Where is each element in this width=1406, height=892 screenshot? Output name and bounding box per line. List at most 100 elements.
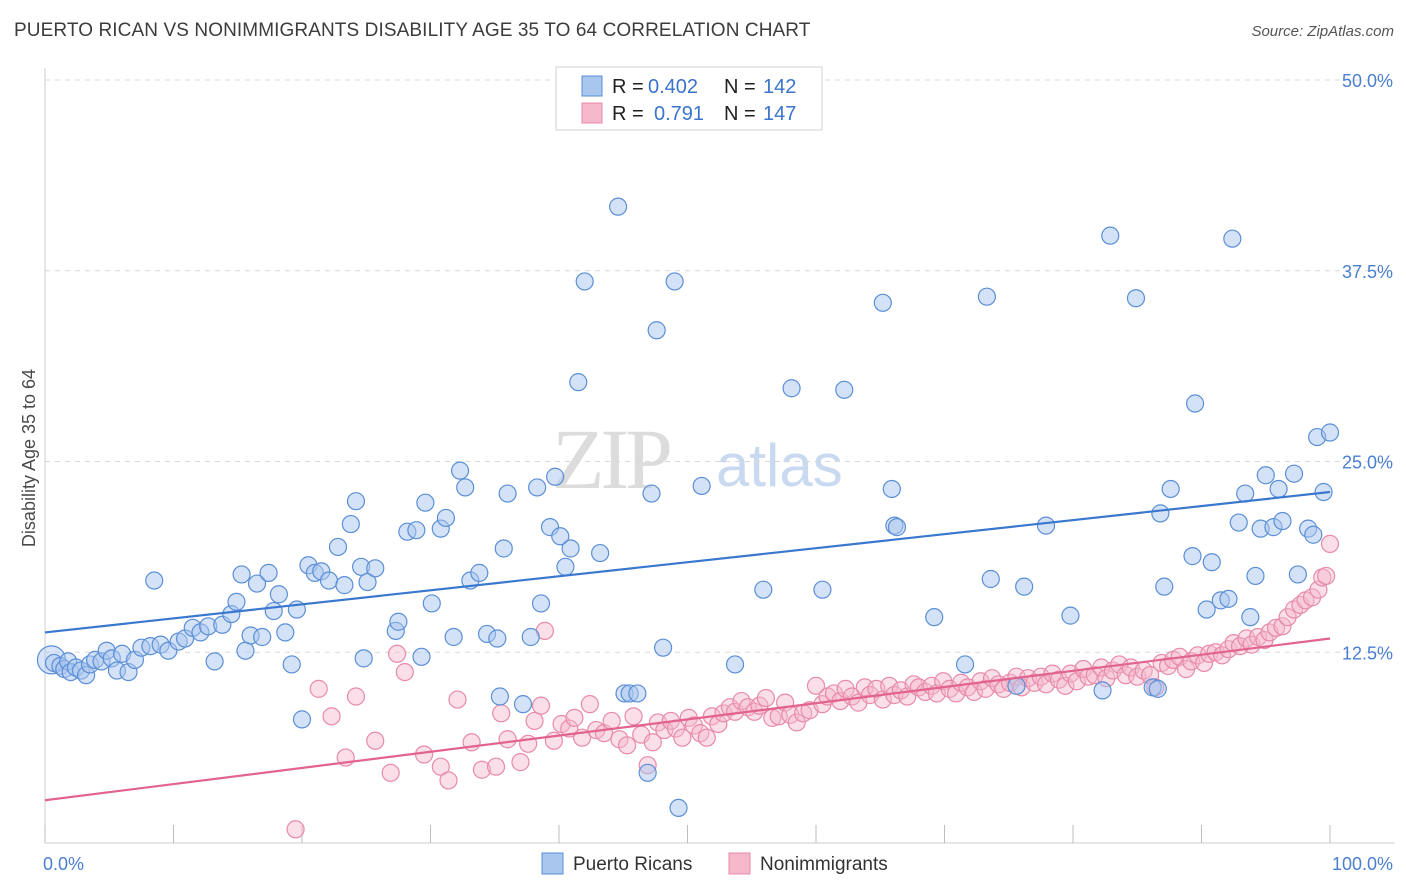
legend-r-value-1: 0.402 [648, 76, 698, 98]
puerto-ricans-point [354, 649, 373, 668]
gridlines [45, 79, 1395, 653]
puerto-ricans-point [416, 493, 435, 512]
puerto-ricans-point [470, 563, 489, 582]
puerto-ricans-point [1007, 676, 1026, 695]
puerto-ricans-point [1185, 394, 1205, 413]
puerto-ricans-point [422, 594, 441, 613]
puerto-ricans-point [1036, 516, 1056, 535]
nonimmigrants-point [1266, 618, 1286, 637]
puerto-ricans-point [436, 508, 456, 528]
puerto-ricans-point [1061, 606, 1080, 625]
series-legend: Puerto Ricans Nonimmigrants [541, 852, 888, 875]
puerto-ricans-point [282, 655, 301, 674]
puerto-ricans-point [782, 379, 801, 398]
puerto-ricans-point [1320, 423, 1340, 442]
nonimmigrants-point [684, 716, 704, 735]
axes [44, 68, 1395, 844]
legend-r-value-2: 0.791 [654, 103, 704, 125]
nonimmigrants-point [472, 760, 491, 779]
nonimmigrants-point [1302, 588, 1322, 607]
puerto-ricans-point [692, 476, 711, 496]
puerto-ricans-point [1101, 226, 1120, 245]
puerto-ricans-point [450, 461, 470, 480]
nonimmigrants-point [486, 757, 506, 776]
puerto-ricans-point [546, 467, 565, 486]
puerto-ricans-point [276, 623, 295, 642]
legend-swatch-pink [581, 102, 603, 124]
legend-swatch-blue [581, 75, 603, 97]
puerto-ricans-point [407, 521, 426, 540]
source-label: Source: ZipAtlas.com [1251, 23, 1394, 40]
puerto-ricans-point [569, 373, 588, 392]
nonimmigrants-point [565, 708, 584, 727]
puerto-ricans-point [556, 557, 575, 576]
puerto-ricans-point [1093, 681, 1112, 700]
correlation-legend: R = 0.402 N = 142 R = 0.791 N = 147 [555, 66, 823, 131]
nonimmigrants-point [511, 753, 530, 772]
puerto-ricans-point [456, 478, 475, 497]
nonimmigrants-point [618, 736, 637, 755]
nonimmigrants-point [366, 731, 385, 750]
nonimmigrants-point [309, 679, 328, 698]
nonimmigrants-point [322, 707, 341, 726]
puerto-ricans-point [665, 272, 684, 291]
puerto-ricans-point [1197, 600, 1216, 619]
nonimmigrants-point [414, 745, 434, 764]
puerto-ricans-point [292, 710, 312, 729]
y-tick-label-3: 50.0% [1342, 71, 1393, 91]
series-legend-label-nonimmigrants: Nonimmigrants [760, 854, 888, 875]
puerto-ricans-point [1304, 525, 1323, 544]
legend-r-label-1: R = [612, 76, 644, 98]
y-tick-labels: 12.5% 25.0% 37.5% 50.0% [1342, 71, 1393, 663]
puerto-ricans-point [591, 543, 610, 563]
nonimmigrants-point [1278, 608, 1297, 627]
puerto-ricans-point [319, 571, 339, 590]
puerto-ricans-point [259, 563, 278, 582]
nonimmigrants-point [439, 771, 458, 790]
puerto-ricans-point [647, 321, 666, 340]
puerto-ricans-point [609, 197, 628, 216]
y-tick-label-2: 37.5% [1342, 262, 1393, 282]
puerto-ricans-point [669, 798, 688, 818]
series-legend-swatch-blue [541, 852, 564, 875]
puerto-ricans-point [205, 652, 224, 671]
watermark-atlas: atlas [716, 432, 843, 499]
nonimmigrants-point [1085, 666, 1104, 685]
x-tick-labels: 0.0% 100.0% [43, 854, 1393, 874]
puerto-ricans-point [531, 594, 551, 613]
nonimmigrants-point [395, 662, 414, 682]
series-legend-label-puerto-ricans: Puerto Ricans [573, 854, 692, 875]
nonimmigrants-point [1320, 534, 1340, 554]
puerto-ricans-point [887, 518, 907, 537]
puerto-ricans-trend-line [44, 490, 1331, 634]
puerto-ricans-point [1269, 479, 1288, 499]
nonimmigrants-point [492, 704, 511, 723]
nonimmigrants-point [286, 820, 305, 839]
puerto-ricans-point [1223, 229, 1242, 248]
chart-title: PUERTO RICAN VS NONIMMIGRANTS DISABILITY… [14, 20, 811, 41]
puerto-ricans-point [236, 641, 255, 660]
nonimmigrants-point [934, 672, 953, 691]
puerto-ricans-point [1288, 565, 1307, 584]
puerto-ricans-point [754, 580, 773, 599]
nonimmigrants-point [697, 728, 716, 747]
puerto-ricans-point [1241, 608, 1260, 627]
puerto-ricans-point [358, 572, 377, 592]
puerto-ricans-point [925, 608, 944, 627]
puerto-ricans-point [389, 612, 408, 631]
puerto-ricans-point [873, 293, 892, 312]
puerto-ricans-point [977, 287, 997, 306]
puerto-ricans-point [498, 484, 517, 503]
nonimmigrants-point [787, 713, 806, 732]
puerto-ricans-point [835, 380, 854, 399]
puerto-ricans-point [488, 629, 507, 648]
series-legend-swatch-pink [728, 852, 751, 875]
x-tick-label-0: 0.0% [43, 854, 84, 874]
puerto-ricans-point [1183, 547, 1202, 566]
nonimmigrants-point [1317, 566, 1336, 586]
puerto-ricans-point [628, 684, 647, 703]
puerto-ricans-point [1229, 513, 1248, 532]
y-tick-label-1: 25.0% [1342, 453, 1393, 473]
legend-r-label-2: R = [612, 103, 644, 125]
